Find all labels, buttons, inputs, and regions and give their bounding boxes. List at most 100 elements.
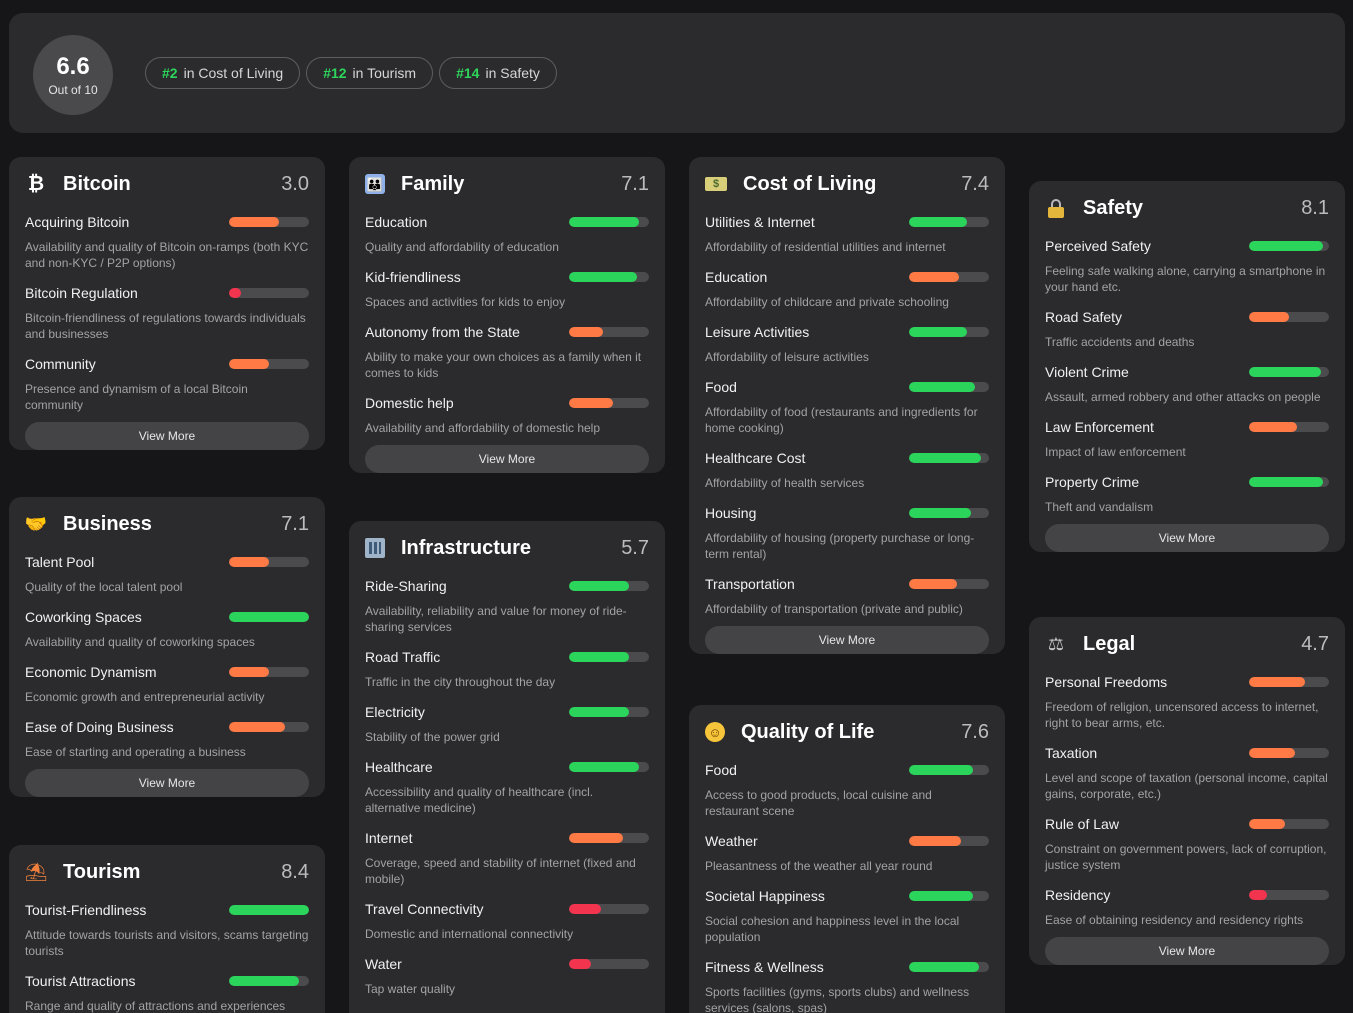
metric-row: Rule of Law: [1045, 814, 1329, 834]
metric-description: Affordability of childcare and private s…: [705, 295, 949, 309]
metric-description: Affordability of transportation (private…: [705, 602, 963, 616]
view-more-button[interactable]: View More: [25, 769, 309, 797]
metric-name: Violent Crime: [1045, 364, 1129, 380]
view-more-button[interactable]: View More: [1045, 937, 1329, 965]
metric-name: Leisure Activities: [705, 324, 810, 340]
metric-description: Sports facilities (gyms, sports clubs) a…: [705, 985, 970, 1013]
metric-rating-fill: [1249, 890, 1267, 900]
rank-pill-tourism[interactable]: #12 in Tourism: [306, 57, 434, 89]
metric-description: Economic growth and entrepreneurial acti…: [25, 690, 265, 704]
family-icon: 👪: [365, 174, 385, 194]
metric-rating-bar: [909, 272, 989, 282]
metric-rating-fill: [229, 612, 309, 622]
view-more-button[interactable]: View More: [705, 626, 989, 654]
metric-rating-bar: [1249, 312, 1329, 322]
card-header: Safety 8.1: [1045, 181, 1329, 233]
metric-rating-fill: [909, 836, 961, 846]
metric-rating-fill: [229, 905, 309, 915]
card-score: 3.0: [281, 172, 309, 195]
rank-pill-cost-of-living[interactable]: #2 in Cost of Living: [145, 57, 301, 89]
metric-name: Tourist Attractions: [25, 973, 136, 989]
metric-rating-bar: [569, 217, 649, 227]
metric-rating-bar: [1249, 477, 1329, 487]
metric-row: Community: [25, 354, 309, 374]
metric-name: Fitness & Wellness: [705, 959, 824, 975]
metric-item: Leisure Activities Affordability of leisu…: [705, 319, 989, 365]
metric-row: Violent Crime: [1045, 362, 1329, 382]
metric-row: Personal Freedoms: [1045, 672, 1329, 692]
category-card-bitcoin: ₿ Bitcoin 3.0 Acquiring Bitcoin Availabil…: [9, 157, 325, 450]
metric-name: Road Traffic: [365, 649, 441, 665]
card-score: 7.1: [281, 512, 309, 535]
scale-icon: ⚖: [1047, 634, 1065, 654]
card-items: Ride-Sharing Availability, reliability an…: [365, 573, 649, 997]
view-more-button[interactable]: View More: [1045, 524, 1329, 552]
metric-rating-fill: [569, 272, 637, 282]
metric-row: Law Enforcement: [1045, 417, 1329, 437]
metric-rating-bar: [569, 327, 649, 337]
metric-rating-fill: [229, 722, 285, 732]
metric-description: Presence and dynamism of a local Bitcoin…: [25, 382, 248, 412]
metric-rating-fill: [909, 453, 981, 463]
metric-rating-bar: [229, 905, 309, 915]
metric-description: Ease of obtaining residency and residenc…: [1045, 913, 1304, 927]
rank-label: in Tourism: [352, 65, 417, 81]
metric-name: Taxation: [1045, 745, 1098, 761]
metric-item: Talent Pool Quality of the local talent p…: [25, 549, 309, 595]
rank-pill-safety[interactable]: #14 in Safety: [439, 57, 557, 89]
metric-row: Weather: [705, 831, 989, 851]
metric-rating-bar: [229, 976, 309, 986]
card-items: Perceived Safety Feeling safe walking alo…: [1045, 233, 1329, 515]
view-more-button[interactable]: View More: [365, 445, 649, 473]
metric-rating-bar: [569, 581, 649, 591]
category-card-business: 🤝 Business 7.1 Talent Pool Quality of the…: [9, 497, 325, 797]
metric-row: Fitness & Wellness: [705, 957, 989, 977]
metric-row: Ride-Sharing: [365, 576, 649, 596]
metric-rating-bar: [569, 272, 649, 282]
category-card-cost-of-living: $ Cost of Living 7.4 Utilities & Interne…: [689, 157, 1005, 654]
card-title: Safety: [1083, 196, 1144, 219]
metric-item: Transportation Affordability of transport…: [705, 571, 989, 617]
metric-name: Ease of Doing Business: [25, 719, 174, 735]
metric-description: Traffic in the city throughout the day: [365, 675, 556, 689]
category-card-infrastructure: Infrastructure 5.7 Ride-Sharing Availabil…: [349, 521, 665, 1013]
metric-description: Availability and quality of Bitcoin on-r…: [25, 240, 309, 270]
metric-row: Food: [705, 760, 989, 780]
metric-rating-bar: [909, 765, 989, 775]
metric-name: Personal Freedoms: [1045, 674, 1168, 690]
metric-name: Travel Connectivity: [365, 901, 484, 917]
metric-name: Bitcoin Regulation: [25, 285, 138, 301]
metric-rating-fill: [909, 765, 973, 775]
metric-description: Attitude towards tourists and visitors, …: [25, 928, 309, 958]
category-card-legal: ⚖ Legal 4.7 Personal Freedoms Freedom of …: [1029, 617, 1345, 965]
metric-name: Transportation: [705, 576, 795, 592]
metric-rating-bar: [909, 453, 989, 463]
metric-item: Food Affordability of food (restaurants a…: [705, 374, 989, 436]
metric-rating-fill: [1249, 241, 1323, 251]
card-score: 4.7: [1301, 632, 1329, 655]
metric-rating-fill: [569, 581, 629, 591]
metric-name: Kid-friendliness: [365, 269, 461, 285]
metric-name: Ride-Sharing: [365, 578, 447, 594]
metric-rating-bar: [909, 382, 989, 392]
card-items: Tourist-Friendliness Attitude towards tou…: [25, 897, 309, 1013]
metric-description: Feeling safe walking alone, carrying a s…: [1045, 264, 1326, 294]
metric-rating-bar: [569, 904, 649, 914]
metric-row: Domestic help: [365, 393, 649, 413]
metric-rating-bar: [569, 707, 649, 717]
metric-item: Rule of Law Constraint on government powe…: [1045, 811, 1329, 873]
metric-item: Personal Freedoms Freedom of religion, un…: [1045, 669, 1329, 731]
card-items: Personal Freedoms Freedom of religion, un…: [1045, 669, 1329, 928]
metric-description: Affordability of health services: [705, 476, 865, 490]
metric-row: Road Safety: [1045, 307, 1329, 327]
metric-description: Availability, reliability and value for …: [365, 604, 627, 634]
view-more-button[interactable]: View More: [25, 422, 309, 450]
overall-score: 6.6: [56, 52, 90, 80]
metric-rating-fill: [1249, 819, 1285, 829]
metric-description: Level and scope of taxation (personal in…: [1045, 771, 1328, 801]
metric-description: Coverage, speed and stability of interne…: [365, 856, 636, 886]
metric-row: Healthcare Cost: [705, 448, 989, 468]
metric-item: Travel Connectivity Domestic and internat…: [365, 896, 649, 942]
metric-row: Property Crime: [1045, 472, 1329, 492]
metric-rating-bar: [909, 962, 989, 972]
